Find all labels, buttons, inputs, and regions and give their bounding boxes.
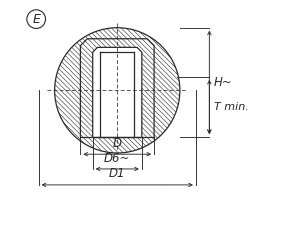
- Circle shape: [55, 28, 180, 153]
- Text: D6~: D6~: [104, 151, 130, 165]
- Text: D: D: [113, 137, 122, 150]
- Text: H~: H~: [214, 76, 233, 89]
- Circle shape: [27, 10, 45, 28]
- Polygon shape: [100, 52, 134, 137]
- Text: T min.: T min.: [214, 102, 249, 112]
- Text: D1: D1: [109, 167, 125, 181]
- Text: E: E: [32, 13, 40, 26]
